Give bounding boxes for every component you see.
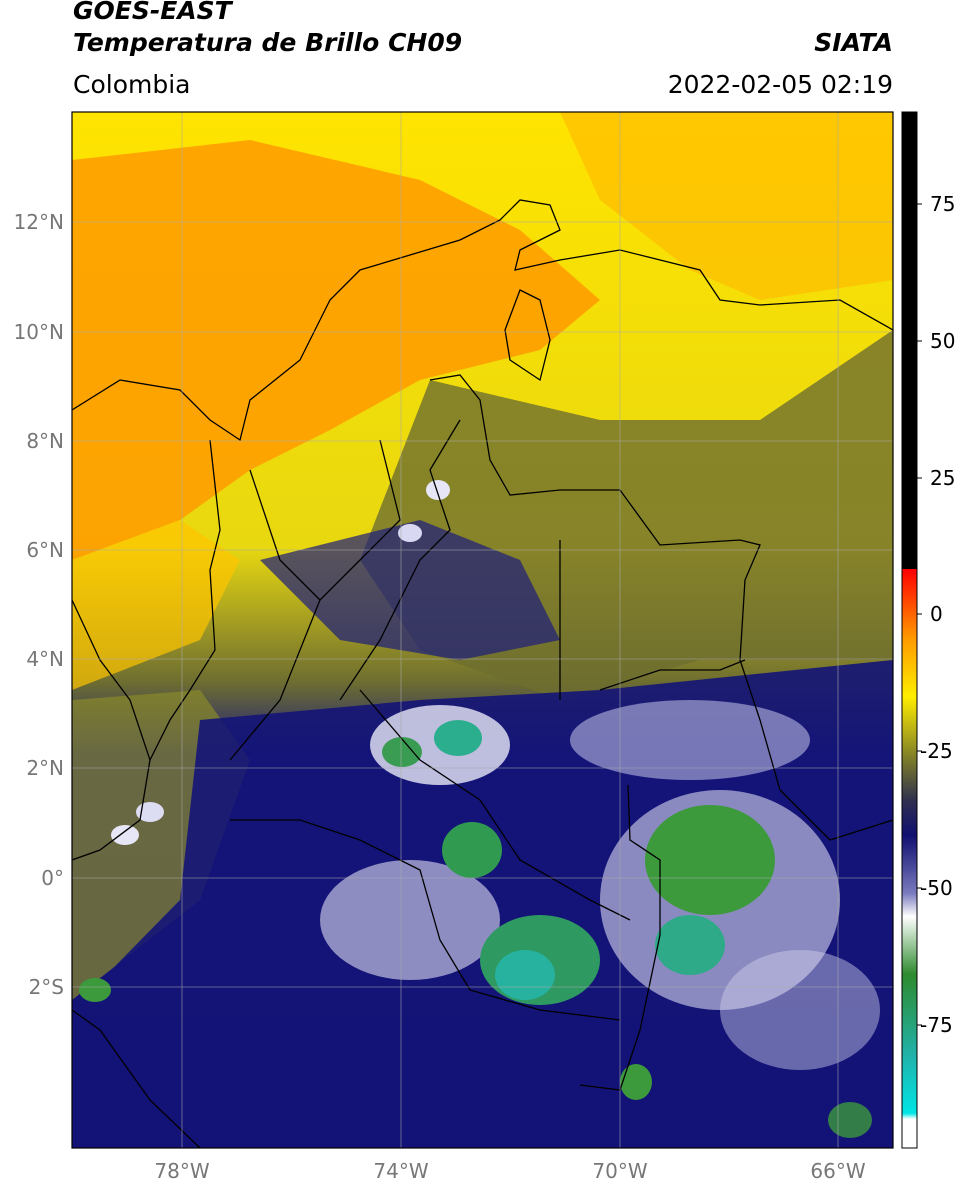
imagery-layer xyxy=(72,112,893,1148)
lat-label: 0° xyxy=(41,866,64,890)
colorbar-tick: -25 xyxy=(920,739,953,763)
country-borders xyxy=(72,199,893,1148)
colorbar-tick: -75 xyxy=(920,1013,953,1037)
longitude-labels: 78°W 74°W 70°W 66°W xyxy=(154,1159,865,1183)
colorbar-tick: -50 xyxy=(920,876,953,900)
lat-label: 4°N xyxy=(26,647,64,671)
colorbar: 75 50 25 0 -25 -50 -75 xyxy=(901,111,955,1149)
region-label: Colombia xyxy=(73,70,191,99)
latitude-labels: 12°N 10°N 8°N 6°N 4°N 2°N 0° 2°S xyxy=(14,210,64,999)
colorbar-tick: 0 xyxy=(930,602,943,626)
map-frame xyxy=(71,111,894,1149)
lon-label: 78°W xyxy=(154,1159,209,1183)
lon-label: 66°W xyxy=(810,1159,865,1183)
lat-label: 12°N xyxy=(14,210,64,234)
colorbar-tick: 25 xyxy=(930,466,955,490)
agency-label: SIATA xyxy=(814,28,893,57)
datetime-label: 2022-02-05 02:19 xyxy=(667,70,893,99)
colorbar-tick: 75 xyxy=(930,192,955,216)
lon-label: 74°W xyxy=(373,1159,428,1183)
lat-label: 2°N xyxy=(26,756,64,780)
map-gridlines xyxy=(72,112,893,1148)
product-title: Temperatura de Brillo CH09 xyxy=(73,28,463,57)
lon-label: 70°W xyxy=(592,1159,647,1183)
colorbar-tick: 50 xyxy=(930,329,955,353)
lat-label: 8°N xyxy=(26,429,64,453)
lat-label: 6°N xyxy=(26,538,64,562)
satellite-title: GOES-EAST xyxy=(73,0,232,25)
lat-label: 10°N xyxy=(14,320,64,344)
lat-label: 2°S xyxy=(29,975,64,999)
